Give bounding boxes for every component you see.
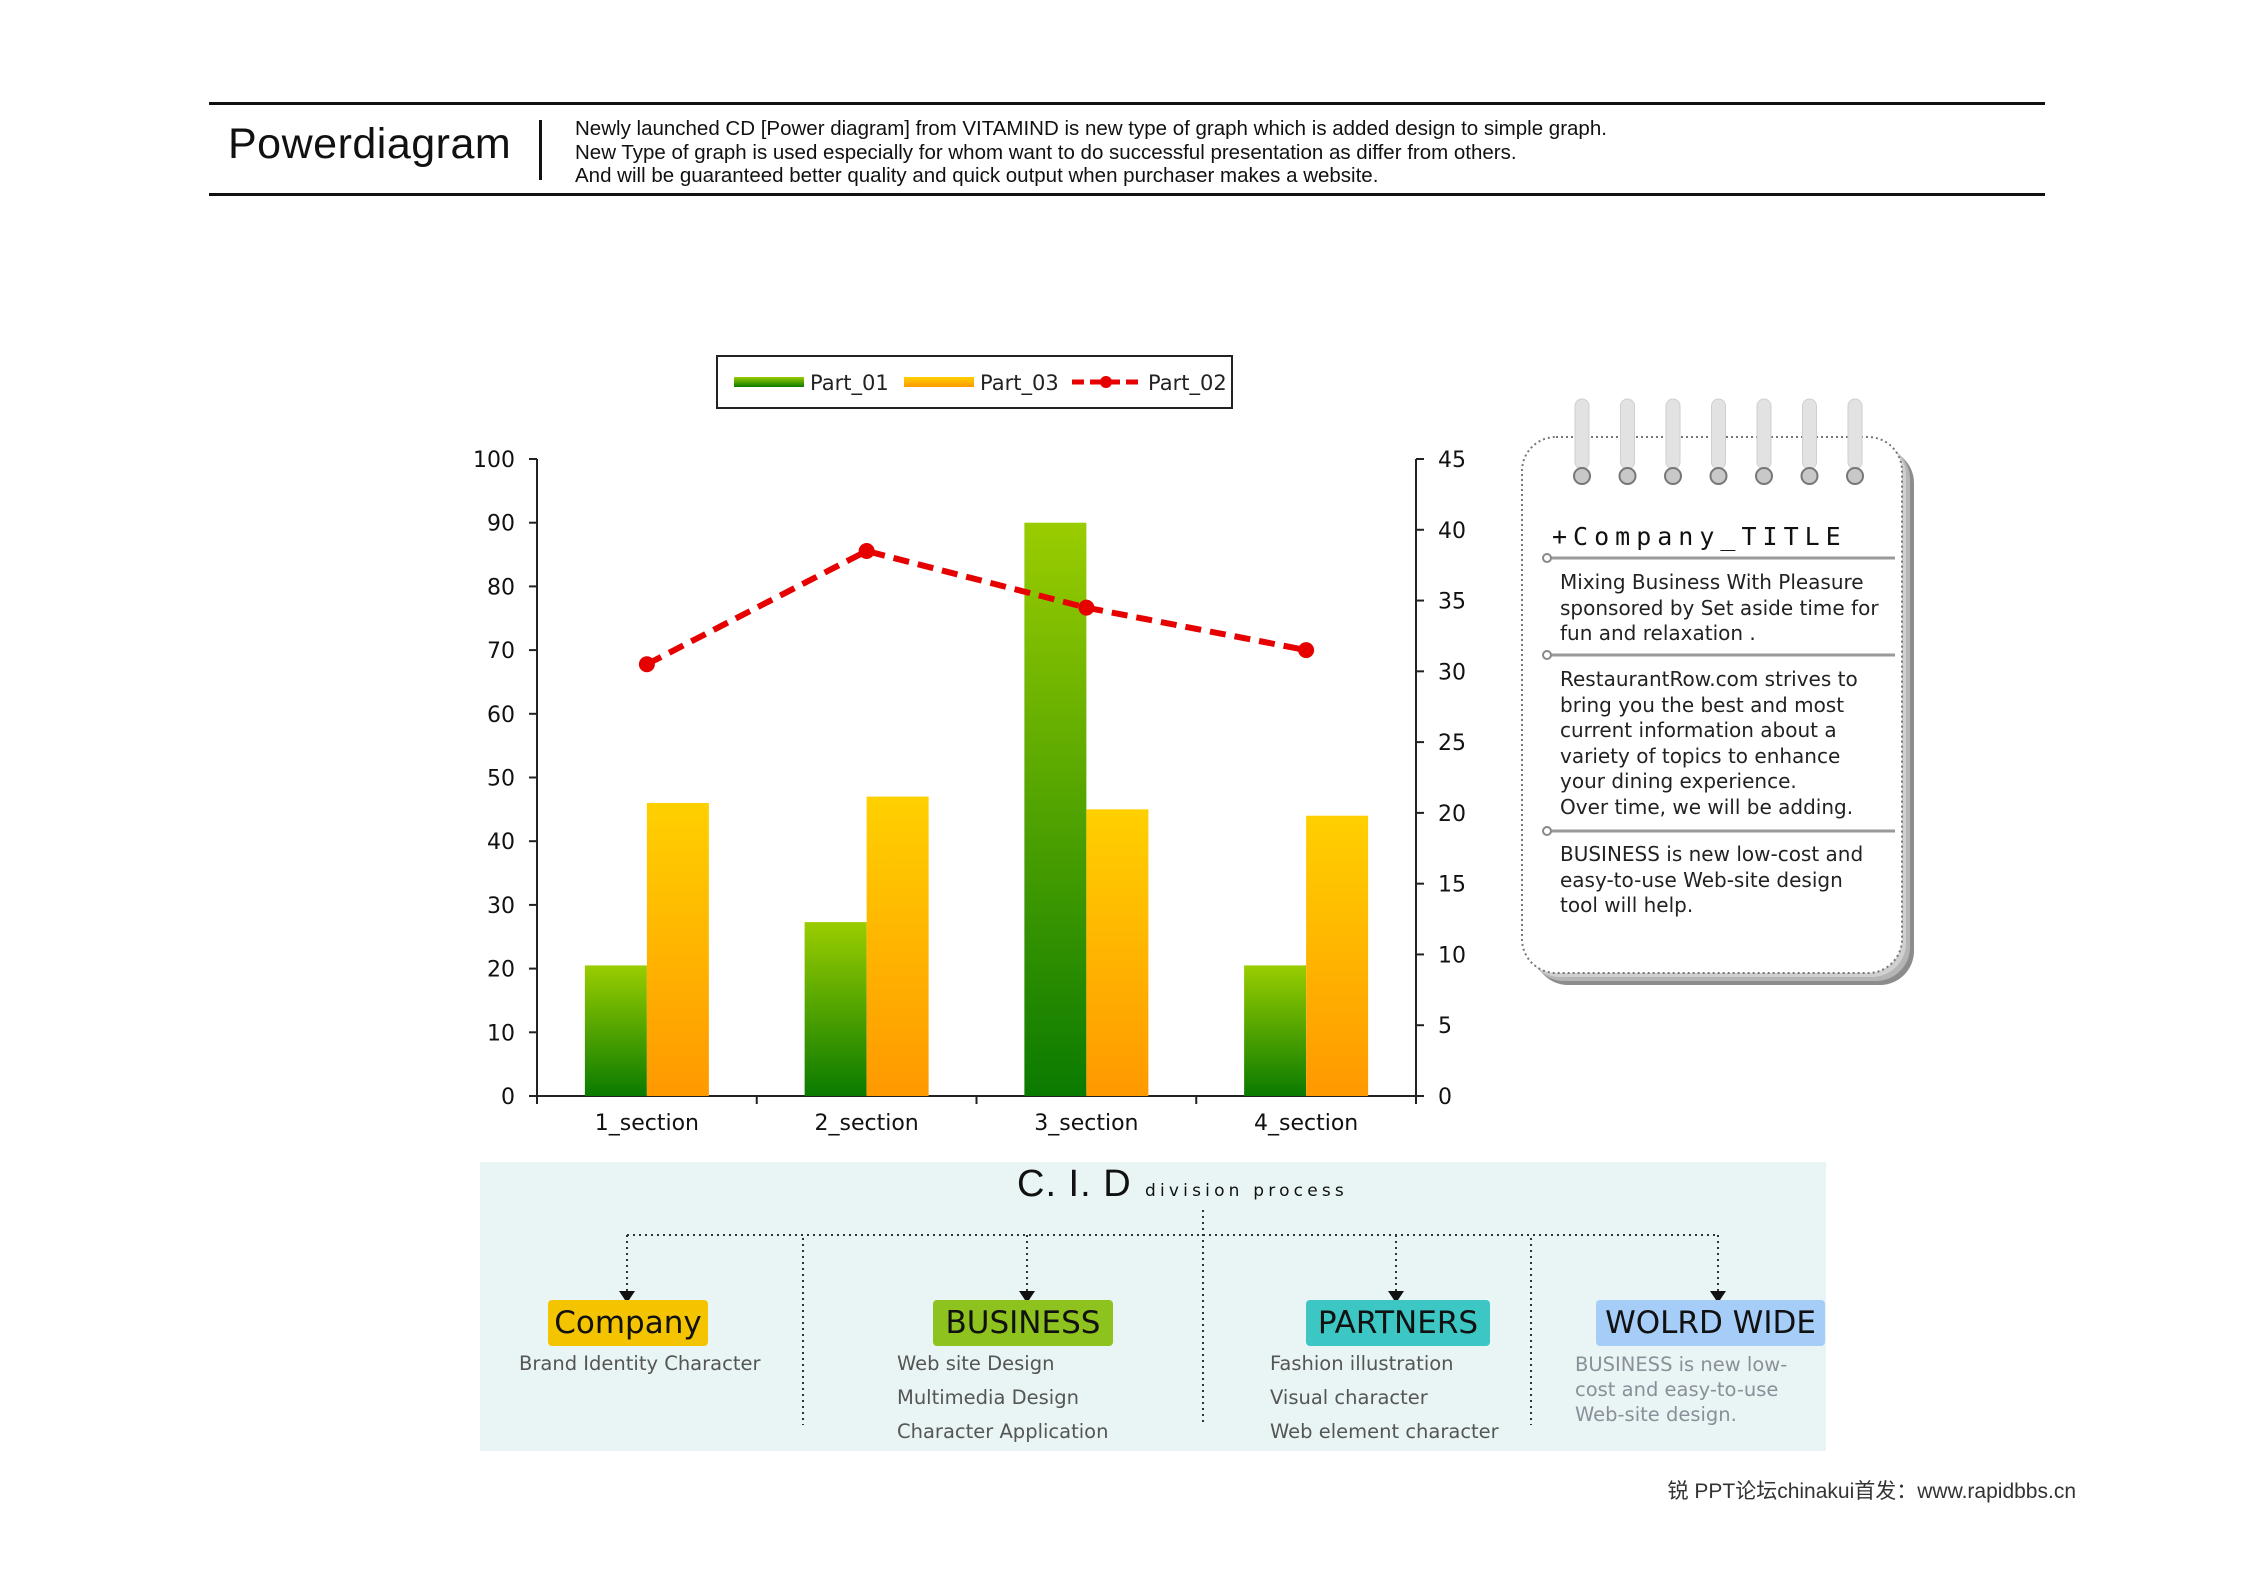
chart-legend: Part_01 Part_03 Part_02: [716, 355, 1233, 409]
x-tick-label: 3_section: [1034, 1111, 1138, 1136]
ring-hole-icon: [1709, 467, 1728, 485]
arrow-down-icon: [1710, 1291, 1726, 1303]
legend-swatch: [904, 377, 974, 387]
y-left-tick-label: 50: [487, 767, 515, 792]
y-right-tick-label: 45: [1438, 448, 1466, 473]
cid-label-partners: PARTNERS: [1306, 1300, 1490, 1346]
y-right-tick-label: 15: [1438, 873, 1466, 898]
x-tick-label: 2_section: [815, 1111, 919, 1136]
cid-label-company: Company: [548, 1300, 708, 1346]
legend-label: Part_02: [1148, 371, 1227, 396]
cid-subtitle: division process: [1145, 1181, 1348, 1201]
y-right-tick-label: 40: [1438, 519, 1466, 544]
notepad-heading: +Company_TITLE: [1552, 522, 1847, 551]
arrow-down-icon: [619, 1291, 635, 1303]
brand-title: Powerdiagram: [228, 120, 512, 168]
line-point: [1078, 599, 1095, 616]
y-right-tick-label: 10: [1438, 943, 1466, 968]
cid-label-world-wide: WOLRD WIDE: [1596, 1300, 1825, 1346]
header-description-line-3: And will be guaranteed better quality an…: [575, 164, 1379, 187]
y-right-tick-label: 20: [1438, 802, 1466, 827]
bar-part-01: [1024, 522, 1087, 1096]
ring-hole-icon: [1755, 467, 1773, 485]
y-left-tick-label: 90: [487, 512, 515, 537]
bar-part-03: [646, 802, 709, 1096]
y-left-tick-label: 10: [487, 1021, 515, 1046]
bar-part-03: [1086, 809, 1149, 1096]
ring-hole-icon: [1800, 467, 1819, 485]
bar-part-01: [584, 965, 647, 1096]
ring-hole-icon: [1664, 467, 1682, 485]
notepad-rings: [1573, 398, 1864, 485]
y-right-tick-label: 25: [1438, 731, 1466, 756]
header-bottom-rule: [209, 193, 2045, 196]
notepad-separator-dot: [1542, 650, 1552, 660]
notepad-paragraph-2: RestaurantRow.com strives to bring you t…: [1560, 667, 1858, 819]
bar-part-01: [1244, 965, 1307, 1096]
y-left-tick-label: 30: [487, 894, 515, 919]
notepad-paragraph-3: BUSINESS is new low-cost and easy-to-use…: [1560, 842, 1864, 917]
footer-credit: 锐 PPT论坛chinakui首发：www.rapidbbs.cn: [1667, 1480, 2076, 1503]
header-divider: [539, 120, 542, 180]
notepad-separators: [1542, 553, 1895, 836]
cid-item: Visual character: [1270, 1386, 1428, 1409]
legend-label: Part_01: [810, 371, 889, 396]
bar-part-01: [804, 922, 867, 1096]
legend-label: Part_03: [980, 371, 1059, 396]
cid-item: Web site Design: [897, 1352, 1055, 1375]
y-left-tick-label: 20: [487, 958, 515, 983]
arrow-down-icon: [1019, 1291, 1035, 1303]
header-description-line-1: Newly launched CD [Power diagram] from V…: [575, 117, 1607, 140]
cid-label-business: BUSINESS: [933, 1300, 1113, 1346]
chart-bars: [584, 522, 1369, 1096]
cid-item: Brand Identity Character: [519, 1352, 761, 1375]
ring-hole-icon: [1618, 467, 1637, 485]
y-left-tick-label: 70: [487, 639, 515, 664]
y-left-tick-label: 40: [487, 830, 515, 855]
x-tick-label: 1_section: [595, 1111, 699, 1136]
cid-item: Multimedia Design: [897, 1386, 1079, 1409]
line-part-02: [645, 547, 1307, 667]
bar-part-03: [1306, 815, 1369, 1096]
line-point: [1298, 642, 1315, 659]
notepad-separator-dot: [1542, 826, 1552, 836]
legend-swatch: [734, 377, 804, 387]
y-left-tick-label: 60: [487, 703, 515, 728]
ring-hole-icon: [1846, 467, 1864, 485]
notepad-paragraph-1: Mixing Business With Pleasure sponsored …: [1560, 570, 1879, 645]
y-right-tick-label: 35: [1438, 590, 1466, 615]
legend-marker: [1100, 376, 1112, 388]
arrow-down-icon: [1388, 1291, 1404, 1303]
cid-note: BUSINESS is new low- cost and easy-to-us…: [1575, 1353, 1788, 1426]
notepad-card: [1521, 398, 1914, 985]
header-description: Newly launched CD [Power diagram] from V…: [575, 117, 1607, 188]
cid-title: C. I. D: [1017, 1163, 1132, 1205]
x-tick-label: 4_section: [1254, 1111, 1358, 1136]
bar-part-03: [866, 796, 929, 1096]
y-right-tick-label: 30: [1438, 660, 1466, 685]
line-point: [858, 543, 875, 560]
y-left-tick-label: 0: [501, 1085, 515, 1110]
y-right-tick-label: 0: [1438, 1085, 1452, 1110]
line-point: [638, 656, 655, 673]
y-left-tick-label: 100: [473, 448, 515, 473]
header-description-line-2: New Type of graph is used especially for…: [575, 140, 1517, 164]
y-right-tick-label: 5: [1438, 1014, 1452, 1039]
header-top-rule: [209, 102, 2045, 105]
cid-item: Fashion illustration: [1270, 1352, 1454, 1375]
chart-line-series: [638, 543, 1315, 673]
cid-item: Character Application: [897, 1420, 1109, 1443]
y-left-tick-label: 80: [487, 575, 515, 600]
ring-hole-icon: [1573, 467, 1591, 485]
cid-item: Web element character: [1270, 1420, 1499, 1443]
notepad-separator-dot: [1542, 553, 1552, 563]
